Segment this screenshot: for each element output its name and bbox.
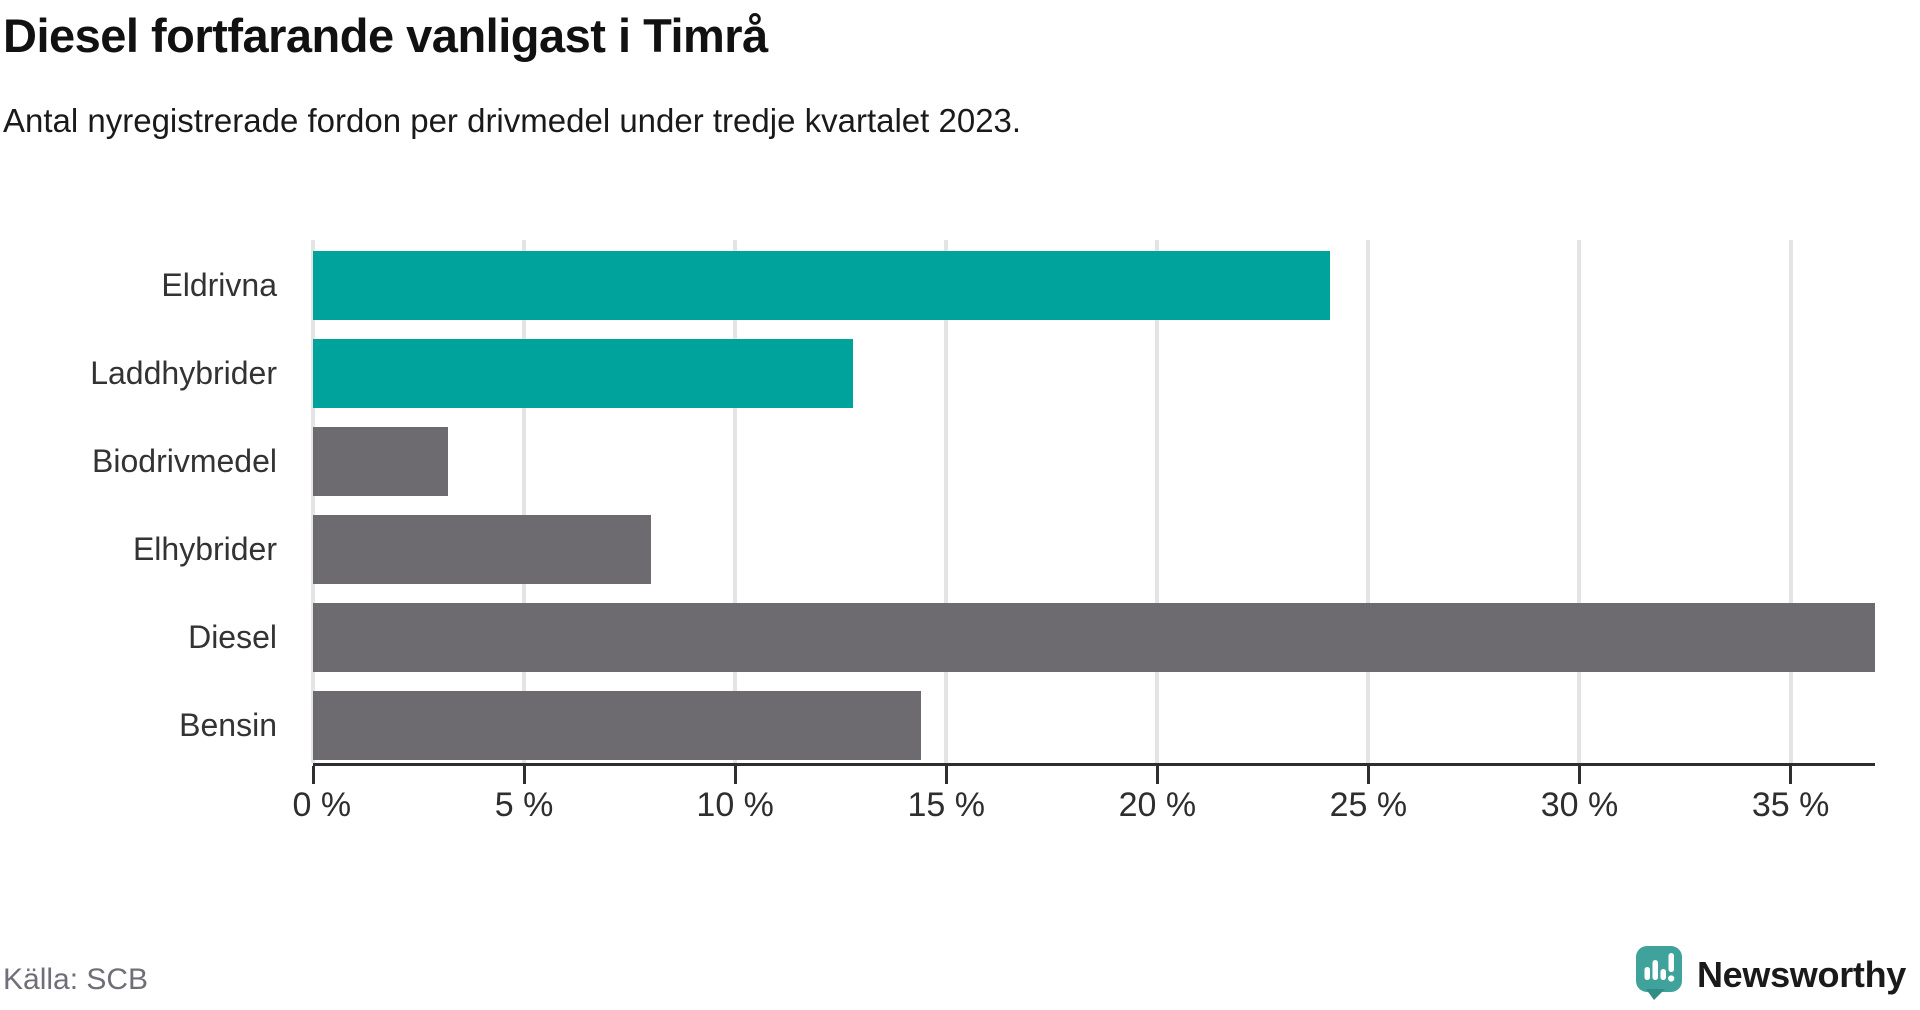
x-tick-label: 0 % [292, 786, 352, 824]
x-tick-mark [311, 766, 315, 784]
x-tick-label: 15 % [907, 786, 985, 824]
bar-eldrivna [313, 251, 1331, 320]
x-tick-mark [522, 766, 526, 784]
chart-title: Diesel fortfarande vanligast i Timrå [3, 9, 768, 62]
x-tick-label: 30 % [1540, 786, 1619, 824]
x-tick-mark [1366, 766, 1370, 784]
gridline [1366, 240, 1371, 763]
gridline [1155, 240, 1160, 763]
x-tick-label: 25 % [1329, 786, 1408, 824]
category-label: Bensin [179, 707, 277, 743]
gridline [944, 240, 949, 763]
gridline [522, 240, 527, 763]
gridline [1577, 240, 1582, 763]
x-tick-label: 20 % [1118, 786, 1197, 824]
category-label: Laddhybrider [90, 355, 277, 391]
plot-area [311, 240, 1875, 766]
x-tick-mark [733, 766, 737, 784]
category-label: Elhybrider [132, 531, 277, 567]
x-tick-label: 10 % [696, 786, 774, 824]
category-axis: Eldrivna Laddhybrider Biodrivmedel Elhybrid… [0, 240, 277, 763]
x-axis: 0 % 5 % 10 % 15 % 20 % 25 % 30 % 35 % [292, 766, 1875, 836]
x-tick-mark [944, 766, 948, 784]
bar-elhybrider [313, 515, 651, 584]
bar-biodrivmedel [313, 427, 449, 496]
source-note: Källa: SCB [3, 963, 149, 996]
x-tick-mark [1789, 766, 1793, 784]
chart-subtitle: Antal nyregistrerade fordon per drivmede… [3, 102, 1022, 139]
x-tick-label: 5 % [494, 786, 554, 824]
category-label: Diesel [188, 619, 277, 655]
x-tick-label: 35 % [1751, 786, 1830, 824]
newsworthy-logo-icon [1635, 945, 1685, 1005]
category-label: Biodrivmedel [92, 443, 277, 479]
bar-diesel [313, 603, 1875, 672]
bar-bensin [313, 691, 921, 760]
gridline [1788, 240, 1793, 763]
x-tick-mark [1155, 766, 1159, 784]
bar-laddhybrider [313, 339, 854, 408]
gridline [311, 240, 315, 763]
x-tick-mark [1577, 766, 1581, 784]
brand-name: Newsworthy [1696, 954, 1906, 995]
category-label: Eldrivna [161, 267, 277, 303]
brand-footer: Newsworthy [1635, 945, 1906, 1005]
gridline [733, 240, 738, 763]
